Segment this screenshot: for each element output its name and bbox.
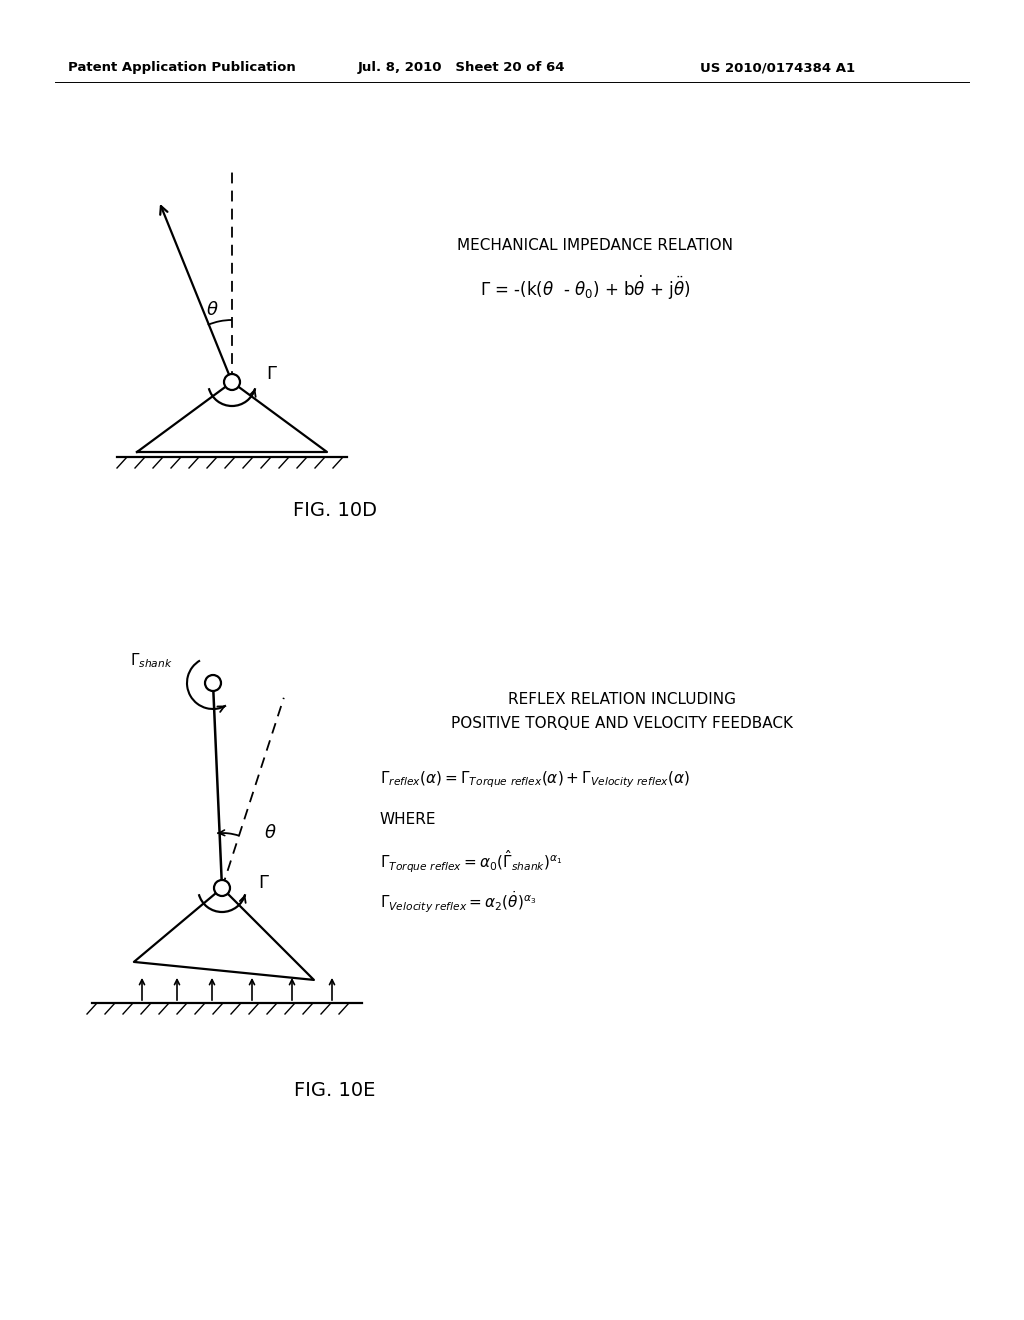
Circle shape — [214, 880, 230, 896]
Text: $\theta$: $\theta$ — [206, 301, 218, 319]
Circle shape — [205, 675, 221, 690]
Text: US 2010/0174384 A1: US 2010/0174384 A1 — [700, 62, 855, 74]
Text: $\Gamma_{reflex}(\alpha) = \Gamma_{Torque\ reflex}(\alpha) + \Gamma_{Velocity\ r: $\Gamma_{reflex}(\alpha) = \Gamma_{Torqu… — [380, 770, 690, 791]
Circle shape — [224, 374, 240, 389]
Text: Patent Application Publication: Patent Application Publication — [68, 62, 296, 74]
Text: WHERE: WHERE — [380, 813, 436, 828]
Text: $\Gamma$: $\Gamma$ — [258, 874, 270, 892]
Text: $\Gamma$: $\Gamma$ — [266, 366, 278, 383]
Text: $\theta$: $\theta$ — [263, 824, 276, 842]
Text: $\Gamma_{Torque\ reflex} = \alpha_0(\hat{\Gamma}_{shank})^{\alpha_1}$: $\Gamma_{Torque\ reflex} = \alpha_0(\hat… — [380, 849, 563, 875]
Text: FIG. 10E: FIG. 10E — [294, 1081, 376, 1100]
Text: MECHANICAL IMPEDANCE RELATION: MECHANICAL IMPEDANCE RELATION — [457, 238, 733, 252]
Text: POSITIVE TORQUE AND VELOCITY FEEDBACK: POSITIVE TORQUE AND VELOCITY FEEDBACK — [451, 717, 793, 731]
Text: $\Gamma_{Velocity\ reflex} = \alpha_2(\dot{\theta})^{\alpha_3}$: $\Gamma_{Velocity\ reflex} = \alpha_2(\d… — [380, 890, 537, 915]
Text: FIG. 10D: FIG. 10D — [293, 500, 377, 520]
Text: $\Gamma_{shank}$: $\Gamma_{shank}$ — [130, 652, 172, 671]
Text: REFLEX RELATION INCLUDING: REFLEX RELATION INCLUDING — [508, 693, 736, 708]
Text: Jul. 8, 2010   Sheet 20 of 64: Jul. 8, 2010 Sheet 20 of 64 — [358, 62, 565, 74]
Text: $\Gamma$ = -(k($\theta$  - $\theta_0$) + b$\dot{\theta}$ + j$\ddot{\theta}$): $\Gamma$ = -(k($\theta$ - $\theta_0$) + … — [479, 275, 690, 302]
